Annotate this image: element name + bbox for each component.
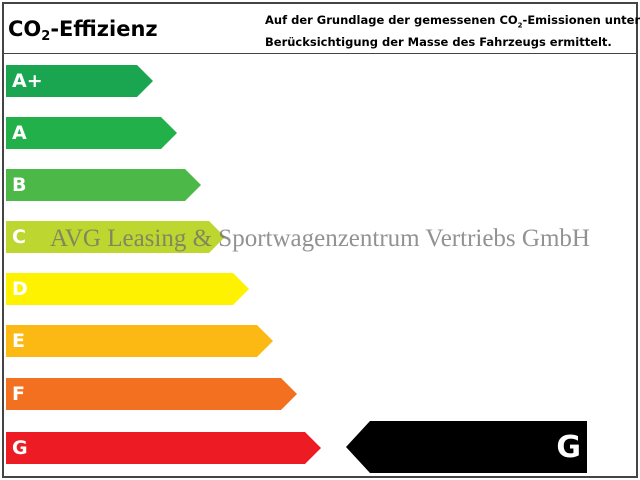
- efficiency-class-e: E: [6, 325, 273, 357]
- header-divider: [2, 53, 638, 54]
- class-label: E: [12, 330, 25, 352]
- efficiency-class-g: G: [6, 432, 321, 464]
- watermark: AVG Leasing & Sportwagenzentrum Vertrieb…: [50, 225, 590, 252]
- efficiency-class-c: C: [6, 221, 225, 253]
- efficiency-class-d: D: [6, 273, 249, 305]
- efficiency-class-a-plus: A+: [6, 65, 153, 97]
- rating-label: G: [556, 430, 581, 465]
- efficiency-class-f: F: [6, 378, 297, 410]
- class-label: F: [12, 383, 25, 405]
- efficiency-class-a: A: [6, 117, 177, 149]
- class-label: D: [12, 278, 28, 300]
- label-title: CO2-Effizienz: [8, 17, 158, 44]
- rating-arrow: G: [346, 421, 587, 473]
- efficiency-class-b: B: [6, 169, 201, 201]
- label-description: Auf der Grundlage der gemessenen CO2-Emi…: [265, 13, 640, 50]
- class-label: A+: [12, 70, 43, 92]
- class-label: C: [12, 226, 26, 248]
- class-label: B: [12, 174, 27, 196]
- class-label: G: [12, 437, 28, 459]
- class-label: A: [12, 122, 27, 144]
